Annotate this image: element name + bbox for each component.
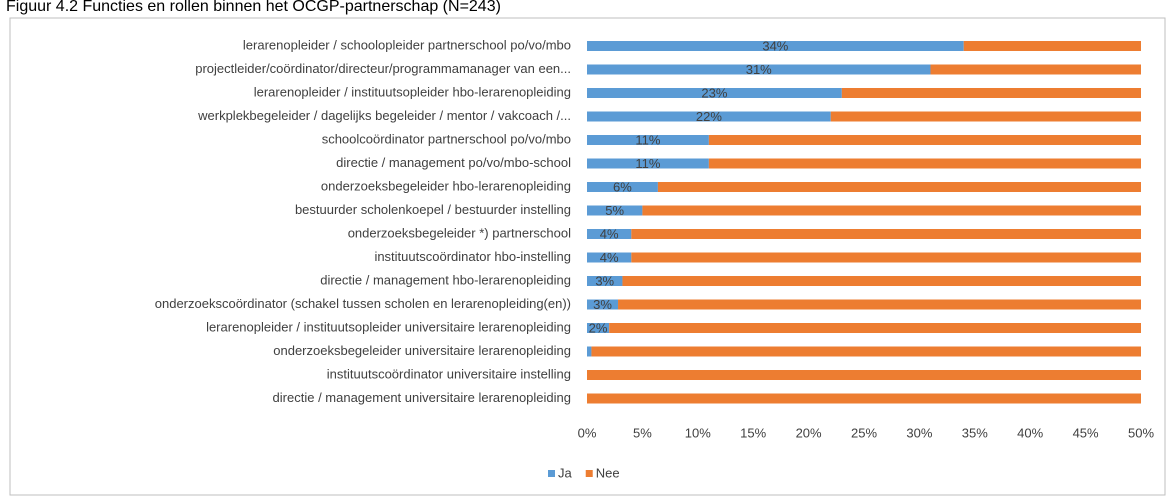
- x-tick-label: 30%: [906, 425, 932, 440]
- bar-segment: [587, 323, 610, 333]
- y-tick-label: lerarenopleider / instituutsopleider uni…: [206, 319, 571, 334]
- x-tick-label: 10%: [685, 425, 711, 440]
- bar-segment: [587, 370, 1141, 380]
- data-label: 11%: [635, 132, 660, 147]
- y-tick-label: lerarenopleider / schoolopleider partner…: [243, 37, 571, 52]
- data-label: 3%: [593, 297, 612, 312]
- bar-segment: [631, 252, 1141, 263]
- y-tick-label: onderzoeksbegeleider *) partnerschool: [348, 225, 571, 240]
- data-label: 22%: [696, 109, 722, 124]
- bar-segment: [708, 158, 1141, 169]
- bar-segment: [642, 205, 1141, 216]
- bar-segment: [587, 111, 831, 122]
- y-tick-label: directie / management universitaire lera…: [273, 390, 571, 405]
- y-tick-label: instituutscoördinator hbo-instelling: [374, 249, 571, 264]
- x-tick-label: 35%: [962, 425, 988, 440]
- bar-segment: [587, 135, 709, 145]
- bar-segment: [830, 111, 1141, 122]
- bar-segment: [963, 41, 1141, 51]
- x-tick-label: 20%: [796, 425, 822, 440]
- y-tick-label: bestuurder scholenkoepel / bestuurder in…: [295, 202, 571, 217]
- bar-segment: [930, 64, 1141, 75]
- chart-border: [9, 17, 1166, 496]
- legend-swatch: [548, 470, 555, 477]
- bar-segment: [587, 252, 632, 263]
- bar-segment: [587, 393, 1141, 404]
- data-label: 4%: [600, 226, 619, 241]
- data-label: 23%: [701, 85, 727, 100]
- legend-swatch: [585, 470, 593, 477]
- data-label: 5%: [605, 203, 624, 218]
- y-tick-label: directie / management po/vo/mbo-school: [336, 155, 571, 170]
- bar-segment: [587, 182, 658, 192]
- y-tick-label: onderzoekscoördinator (schakel tussen sc…: [155, 296, 571, 311]
- y-tick-label: lerarenopleider / instituutsopleider hbo…: [254, 84, 571, 99]
- bar-segment: [609, 323, 1141, 333]
- x-tick-label: 15%: [740, 425, 766, 440]
- y-tick-label: werkplekbegeleider / dagelijks begeleide…: [197, 108, 571, 123]
- data-label: 31%: [746, 62, 772, 77]
- bar-segment: [657, 182, 1141, 192]
- x-tick-label: 25%: [851, 425, 877, 440]
- x-tick-label: 40%: [1017, 425, 1043, 440]
- legend-label: Ja: [558, 465, 573, 480]
- bar-segment: [587, 88, 842, 98]
- x-tick-label: 50%: [1128, 425, 1154, 440]
- y-tick-label: projectleider/coördinator/directeur/prog…: [195, 61, 571, 76]
- y-tick-label: directie / management hbo-lerarenopleidi…: [320, 272, 571, 287]
- bar-segment: [587, 205, 643, 216]
- chart-title: Figuur 4.2 Functies en rollen binnen het…: [6, 0, 501, 15]
- y-tick-label: onderzoeksbegeleider universitaire lerar…: [273, 343, 571, 358]
- bar-segment: [587, 276, 623, 286]
- bar-segment: [587, 346, 592, 357]
- y-tick-label: schoolcoördinator partnerschool po/vo/mb…: [322, 131, 571, 146]
- bar-segment: [622, 276, 1141, 286]
- data-label: 3%: [595, 273, 614, 288]
- legend-label: Nee: [596, 465, 620, 480]
- x-tick-label: 45%: [1073, 425, 1099, 440]
- x-tick-label: 0%: [578, 425, 597, 440]
- bar-segment: [587, 64, 931, 75]
- y-tick-label: onderzoeksbegeleider hbo-lerarenopleidin…: [321, 178, 571, 193]
- bar-segment: [841, 88, 1141, 98]
- x-tick-label: 5%: [633, 425, 652, 440]
- bar-segment: [591, 346, 1141, 357]
- bar-segment: [631, 229, 1141, 239]
- plot-area: [587, 41, 1141, 404]
- bar-segment: [587, 41, 964, 51]
- bar-segment: [587, 299, 619, 310]
- data-label: 11%: [635, 156, 660, 171]
- bar-segment: [708, 135, 1141, 145]
- bar-segment: [587, 229, 632, 239]
- bar-segment: [587, 158, 709, 169]
- data-label: 4%: [600, 250, 619, 265]
- data-label: 6%: [613, 179, 632, 194]
- data-label: 2%: [589, 320, 608, 335]
- y-tick-label: instituutscoördinator universitaire inst…: [327, 366, 571, 381]
- data-label: 34%: [762, 38, 788, 53]
- bar-segment: [618, 299, 1141, 310]
